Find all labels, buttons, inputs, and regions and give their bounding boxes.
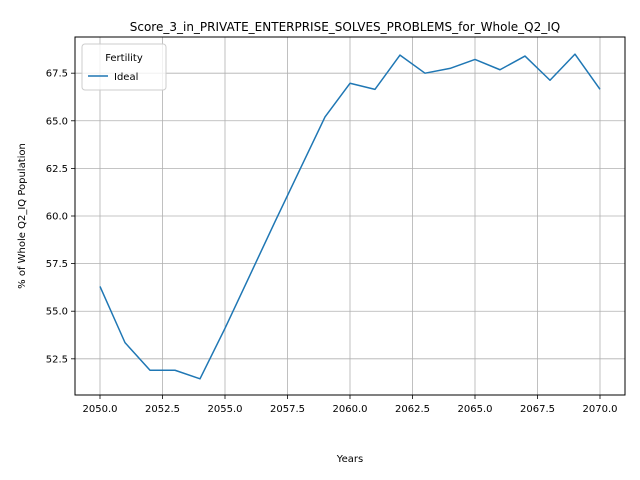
x-tick-label: 2067.5 xyxy=(520,404,555,415)
legend-title: Fertility xyxy=(105,53,143,64)
y-tick-label: 52.5 xyxy=(46,354,68,365)
grid xyxy=(75,37,625,395)
chart-title: Score_3_in_PRIVATE_ENTERPRISE_SOLVES_PRO… xyxy=(130,20,560,34)
x-axis-ticks: 2050.0 2052.5 2055.0 2057.5 2060.0 2062.5 2065… xyxy=(83,395,618,415)
x-tick-label: 2052.5 xyxy=(145,404,180,415)
y-tick-label: 60.0 xyxy=(46,212,68,223)
x-tick-label: 2050.0 xyxy=(83,404,118,415)
y-tick-label: 67.5 xyxy=(46,69,68,80)
y-tick-label: 57.5 xyxy=(46,259,68,270)
y-tick-label: 62.5 xyxy=(46,164,68,175)
legend: Fertility Ideal xyxy=(81,43,167,91)
x-tick-label: 2070.0 xyxy=(583,404,618,415)
series-layer xyxy=(99,53,601,380)
plot-frame xyxy=(74,36,626,396)
x-tick-label: 2065.0 xyxy=(458,404,493,415)
x-tick-label: 2057.5 xyxy=(270,404,305,415)
x-tick-label: 2062.5 xyxy=(395,404,430,415)
x-tick-label: 2055.0 xyxy=(208,404,243,415)
y-axis-label: % of Whole Q2_IQ Population xyxy=(17,143,28,289)
x-axis-label: Years xyxy=(336,454,363,465)
y-axis-ticks: 52.5 55.0 57.5 60.0 62.5 65.0 67.5 xyxy=(46,69,75,365)
y-tick-label: 55.0 xyxy=(46,307,68,318)
legend-label-ideal: Ideal xyxy=(114,72,138,83)
x-tick-label: 2060.0 xyxy=(333,404,368,415)
series-line-ideal xyxy=(99,53,601,380)
legend-box xyxy=(81,43,167,91)
y-tick-label: 65.0 xyxy=(46,116,68,127)
